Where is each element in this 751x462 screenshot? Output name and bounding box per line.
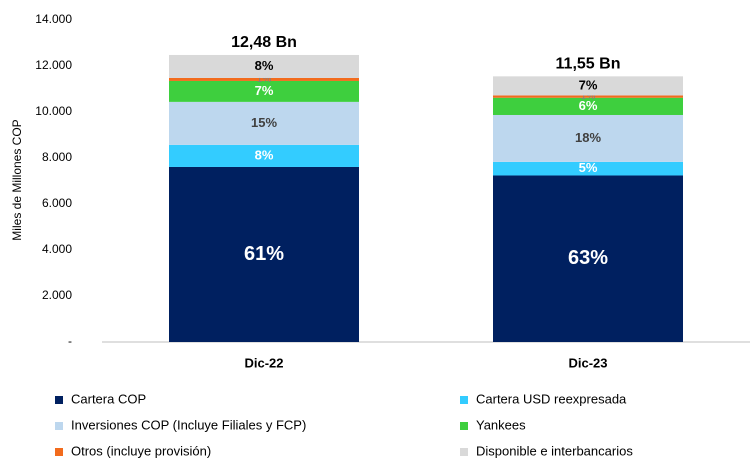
total-label: 11,55 Bn (556, 56, 621, 73)
x-tick-label: Dic-23 (568, 355, 607, 370)
segment-label: 7% (579, 77, 598, 92)
legend-swatch (55, 396, 63, 404)
bar-segment (169, 166, 359, 342)
segment-label: 61% (244, 243, 284, 265)
y-tick-label: - (68, 334, 72, 348)
bar-segment (493, 95, 683, 98)
y-tick-label: 12.000 (35, 58, 72, 72)
segment-label: 18% (575, 130, 601, 145)
bar-segment (493, 114, 683, 162)
y-tick-label: 4.000 (42, 242, 72, 256)
y-tick-label: 2.000 (42, 288, 72, 302)
segment-label: 1% (581, 91, 596, 102)
segment-label: 6% (579, 98, 598, 113)
y-axis-title: Miles de Millones COP (10, 119, 24, 240)
legend-label: Otros (incluye provisión) (71, 443, 211, 458)
bar-segment (169, 80, 359, 102)
bar-segment (169, 144, 359, 167)
bar-segment (493, 76, 683, 96)
segment-label: 1% (257, 74, 272, 85)
legend-swatch (460, 448, 468, 456)
segment-label: 7% (255, 83, 274, 98)
y-tick-label: 14.000 (35, 12, 72, 26)
legend-swatch (460, 422, 468, 430)
segment-label: 15% (251, 115, 277, 130)
legend-label: Yankees (476, 417, 526, 432)
segment-label: 63% (568, 247, 608, 269)
legend-swatch (55, 422, 63, 430)
legend-swatch (55, 448, 63, 456)
y-tick-label: 8.000 (42, 150, 72, 164)
bar-segment (493, 161, 683, 176)
x-tick-label: Dic-22 (244, 355, 283, 370)
y-tick-label: 10.000 (35, 104, 72, 118)
bar-segment (169, 101, 359, 145)
legend-label: Disponible e interbancarios (476, 443, 633, 458)
segment-label: 8% (255, 147, 274, 162)
total-label: 12,48 Bn (231, 34, 297, 51)
legend-label: Cartera COP (71, 391, 146, 406)
legend-label: Inversiones COP (Incluye Filiales y FCP) (71, 417, 306, 432)
legend-swatch (460, 396, 468, 404)
segment-label: 5% (579, 160, 598, 175)
bar-segment (169, 77, 359, 81)
legend-label: Cartera USD reexpresada (476, 391, 627, 406)
bar-segment (493, 175, 683, 342)
bar-segment (493, 97, 683, 115)
y-tick-label: 6.000 (42, 196, 72, 210)
bar-segment (169, 54, 359, 78)
segment-label: 8% (255, 58, 274, 73)
